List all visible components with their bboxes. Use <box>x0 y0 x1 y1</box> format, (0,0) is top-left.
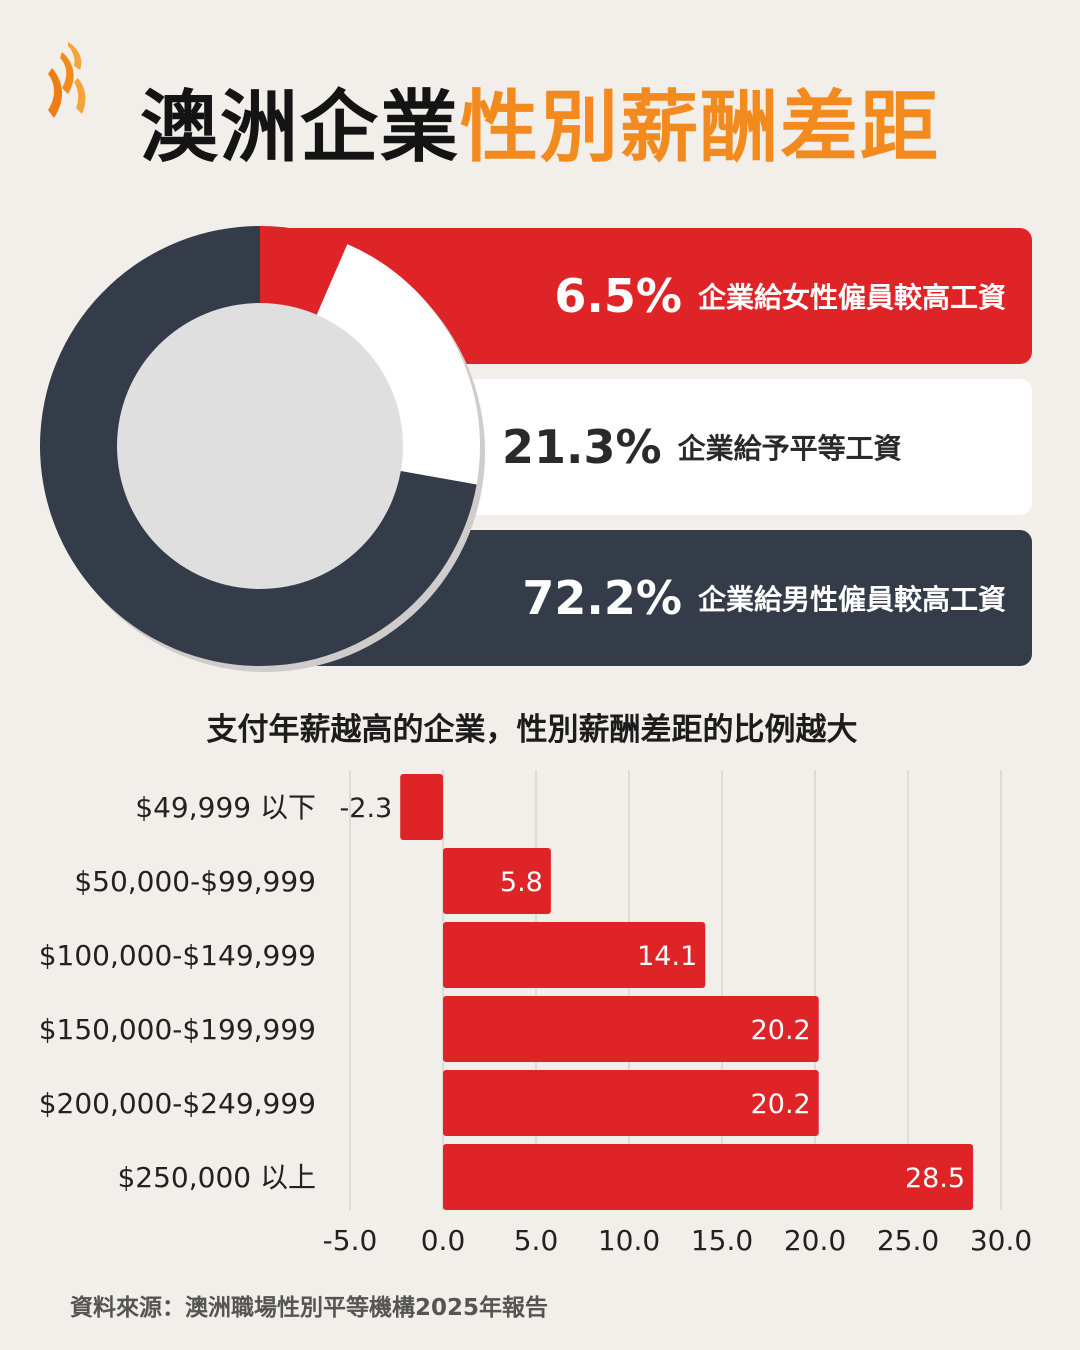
bar-chart: -5.0 0.0 5.0 10.0 15.0 20.0 25.0 30.0 $49,999 以下… <box>0 750 1080 1270</box>
summary-label-male-higher: 企業給男性僱員較高工資 <box>698 578 1006 618</box>
bar-value-label: -2.3 <box>340 793 393 824</box>
title-part-1: 澳洲企業 <box>140 83 460 173</box>
page-title: 澳洲企業性別薪酬差距 <box>0 86 1080 172</box>
category-label: $100,000-$149,999 <box>39 939 316 972</box>
bar-value-label: 28.5 <box>905 1163 965 1194</box>
bar <box>443 1144 973 1210</box>
bar-value-label: 5.8 <box>500 867 543 898</box>
summary-pct-equal: 21.3% <box>502 420 662 474</box>
category-label: $49,999 以下 <box>135 791 316 824</box>
bar-value-label: 14.1 <box>637 941 697 972</box>
summary-pct-female-higher: 6.5% <box>554 269 682 323</box>
category-label: $50,000-$99,999 <box>74 865 316 898</box>
category-label: $250,000 以上 <box>117 1161 316 1194</box>
summary-label-equal: 企業給予平等工資 <box>678 427 902 467</box>
x-tick-label: 10.0 <box>598 1224 660 1257</box>
x-tick-label: -5.0 <box>323 1224 378 1257</box>
x-tick-label: 30.0 <box>970 1224 1032 1257</box>
category-label: $150,000-$199,999 <box>39 1013 316 1046</box>
bar-chart-title: 支付年薪越高的企業，性別薪酬差距的比例越大 <box>0 704 1064 749</box>
bar <box>400 774 443 840</box>
x-tick-label: 0.0 <box>421 1224 466 1257</box>
donut-hole <box>117 303 403 589</box>
summary-pct-male-higher: 72.2% <box>522 571 682 625</box>
summary-label-female-higher: 企業給女性僱員較高工資 <box>698 276 1006 316</box>
bar-value-label: 20.2 <box>751 1089 811 1120</box>
bar-value-label: 20.2 <box>751 1015 811 1046</box>
source-note: 資料來源：澳洲職場性別平等機構2025年報告 <box>70 1288 548 1322</box>
x-tick-label: 15.0 <box>691 1224 753 1257</box>
title-part-2: 性別薪酬差距 <box>460 83 940 173</box>
donut-chart <box>30 216 500 676</box>
x-tick-label: 5.0 <box>514 1224 559 1257</box>
x-tick-label: 25.0 <box>877 1224 939 1257</box>
x-tick-label: 20.0 <box>784 1224 846 1257</box>
category-label: $200,000-$249,999 <box>39 1087 316 1120</box>
